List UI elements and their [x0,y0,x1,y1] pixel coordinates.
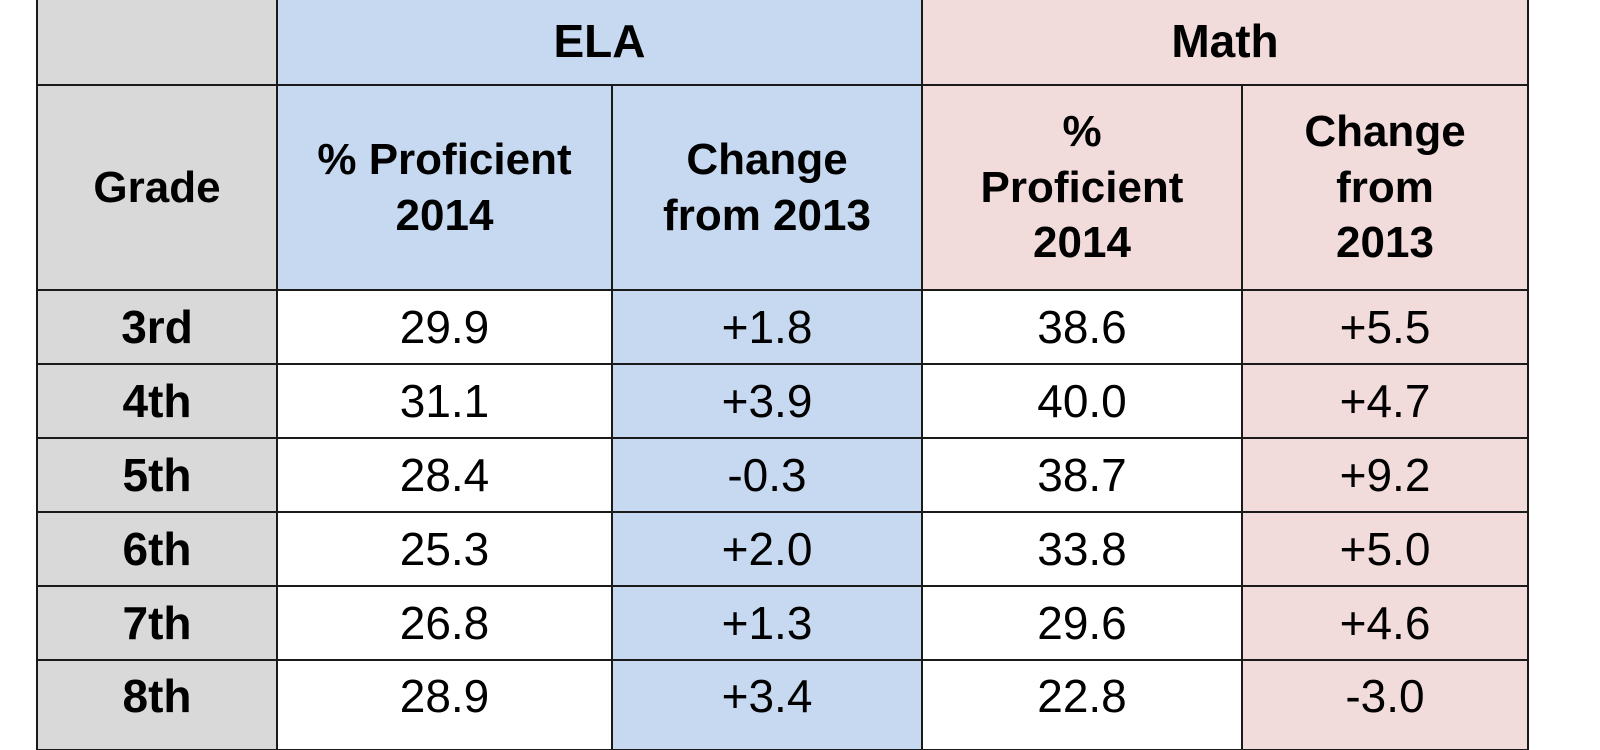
ela-change-cell: +3.4 [611,659,923,750]
math-proficient-cell: 38.6 [921,289,1243,365]
ela-proficient-cell: 26.8 [276,585,613,661]
math-proficient-cell: 22.8 [921,659,1243,750]
math-change-cell: +5.0 [1241,511,1529,587]
column-header-row: Grade % Proficient 2014 Change from 2013 %… [36,84,1529,291]
column-header-ela-change: Change from 2013 [611,84,923,291]
ela-change-cell: +3.9 [611,363,923,439]
table-body: ELA Math Grade % Proficient 2014 Change fr… [36,0,1529,750]
grade-cell: 6th [36,511,278,587]
ela-proficient-cell: 28.9 [276,659,613,750]
header-line: Grade [93,162,221,212]
column-header-grade: Grade [36,84,278,291]
header-line: % Proficient [317,134,572,184]
header-line: % [1062,106,1102,156]
grade-cell: 8th [36,659,278,750]
ela-proficient-cell: 28.4 [276,437,613,513]
grade-cell: 5th [36,437,278,513]
math-change-cell: +4.6 [1241,585,1529,661]
corner-cell [36,0,278,86]
header-line: from [1336,162,1434,212]
ela-proficient-cell: 31.1 [276,363,613,439]
grade-cell: 7th [36,585,278,661]
header-line: Change [686,134,848,184]
ela-change-cell: +1.8 [611,289,923,365]
ela-change-cell: +2.0 [611,511,923,587]
group-header-ela: ELA [276,0,923,86]
math-proficient-cell: 38.7 [921,437,1243,513]
table-row: 6th 25.3 +2.0 33.8 +5.0 [36,511,1529,587]
header-line: from 2013 [663,190,871,240]
group-header-math: Math [921,0,1529,86]
column-header-ela-proficient: % Proficient 2014 [276,84,613,291]
header-line: Proficient [980,162,1184,212]
grade-cell: 4th [36,363,278,439]
ela-proficient-cell: 25.3 [276,511,613,587]
ela-change-cell: -0.3 [611,437,923,513]
column-header-math-change: Change from 2013 [1241,84,1529,291]
column-header-math-proficient: % Proficient 2014 [921,84,1243,291]
ela-proficient-cell: 29.9 [276,289,613,365]
proficiency-table-container: ELA Math Grade % Proficient 2014 Change fr… [36,0,1529,750]
math-proficient-cell: 40.0 [921,363,1243,439]
table-row: 5th 28.4 -0.3 38.7 +9.2 [36,437,1529,513]
header-line: 2014 [1033,218,1131,268]
grade-cell: 3rd [36,289,278,365]
math-change-cell: +9.2 [1241,437,1529,513]
table-row: 7th 26.8 +1.3 29.6 +4.6 [36,585,1529,661]
math-proficient-cell: 33.8 [921,511,1243,587]
table-row: 4th 31.1 +3.9 40.0 +4.7 [36,363,1529,439]
header-line: Change [1304,106,1466,156]
math-proficient-cell: 29.6 [921,585,1243,661]
ela-change-cell: +1.3 [611,585,923,661]
group-header-row: ELA Math [36,0,1529,86]
header-line: 2014 [395,190,494,240]
table-row: 3rd 29.9 +1.8 38.6 +5.5 [36,289,1529,365]
math-change-cell: -3.0 [1241,659,1529,750]
header-line: 2013 [1336,218,1434,268]
table-row: 8th 28.9 +3.4 22.8 -3.0 [36,659,1529,750]
math-change-cell: +5.5 [1241,289,1529,365]
proficiency-table: ELA Math Grade % Proficient 2014 Change fr… [36,0,1529,750]
math-change-cell: +4.7 [1241,363,1529,439]
